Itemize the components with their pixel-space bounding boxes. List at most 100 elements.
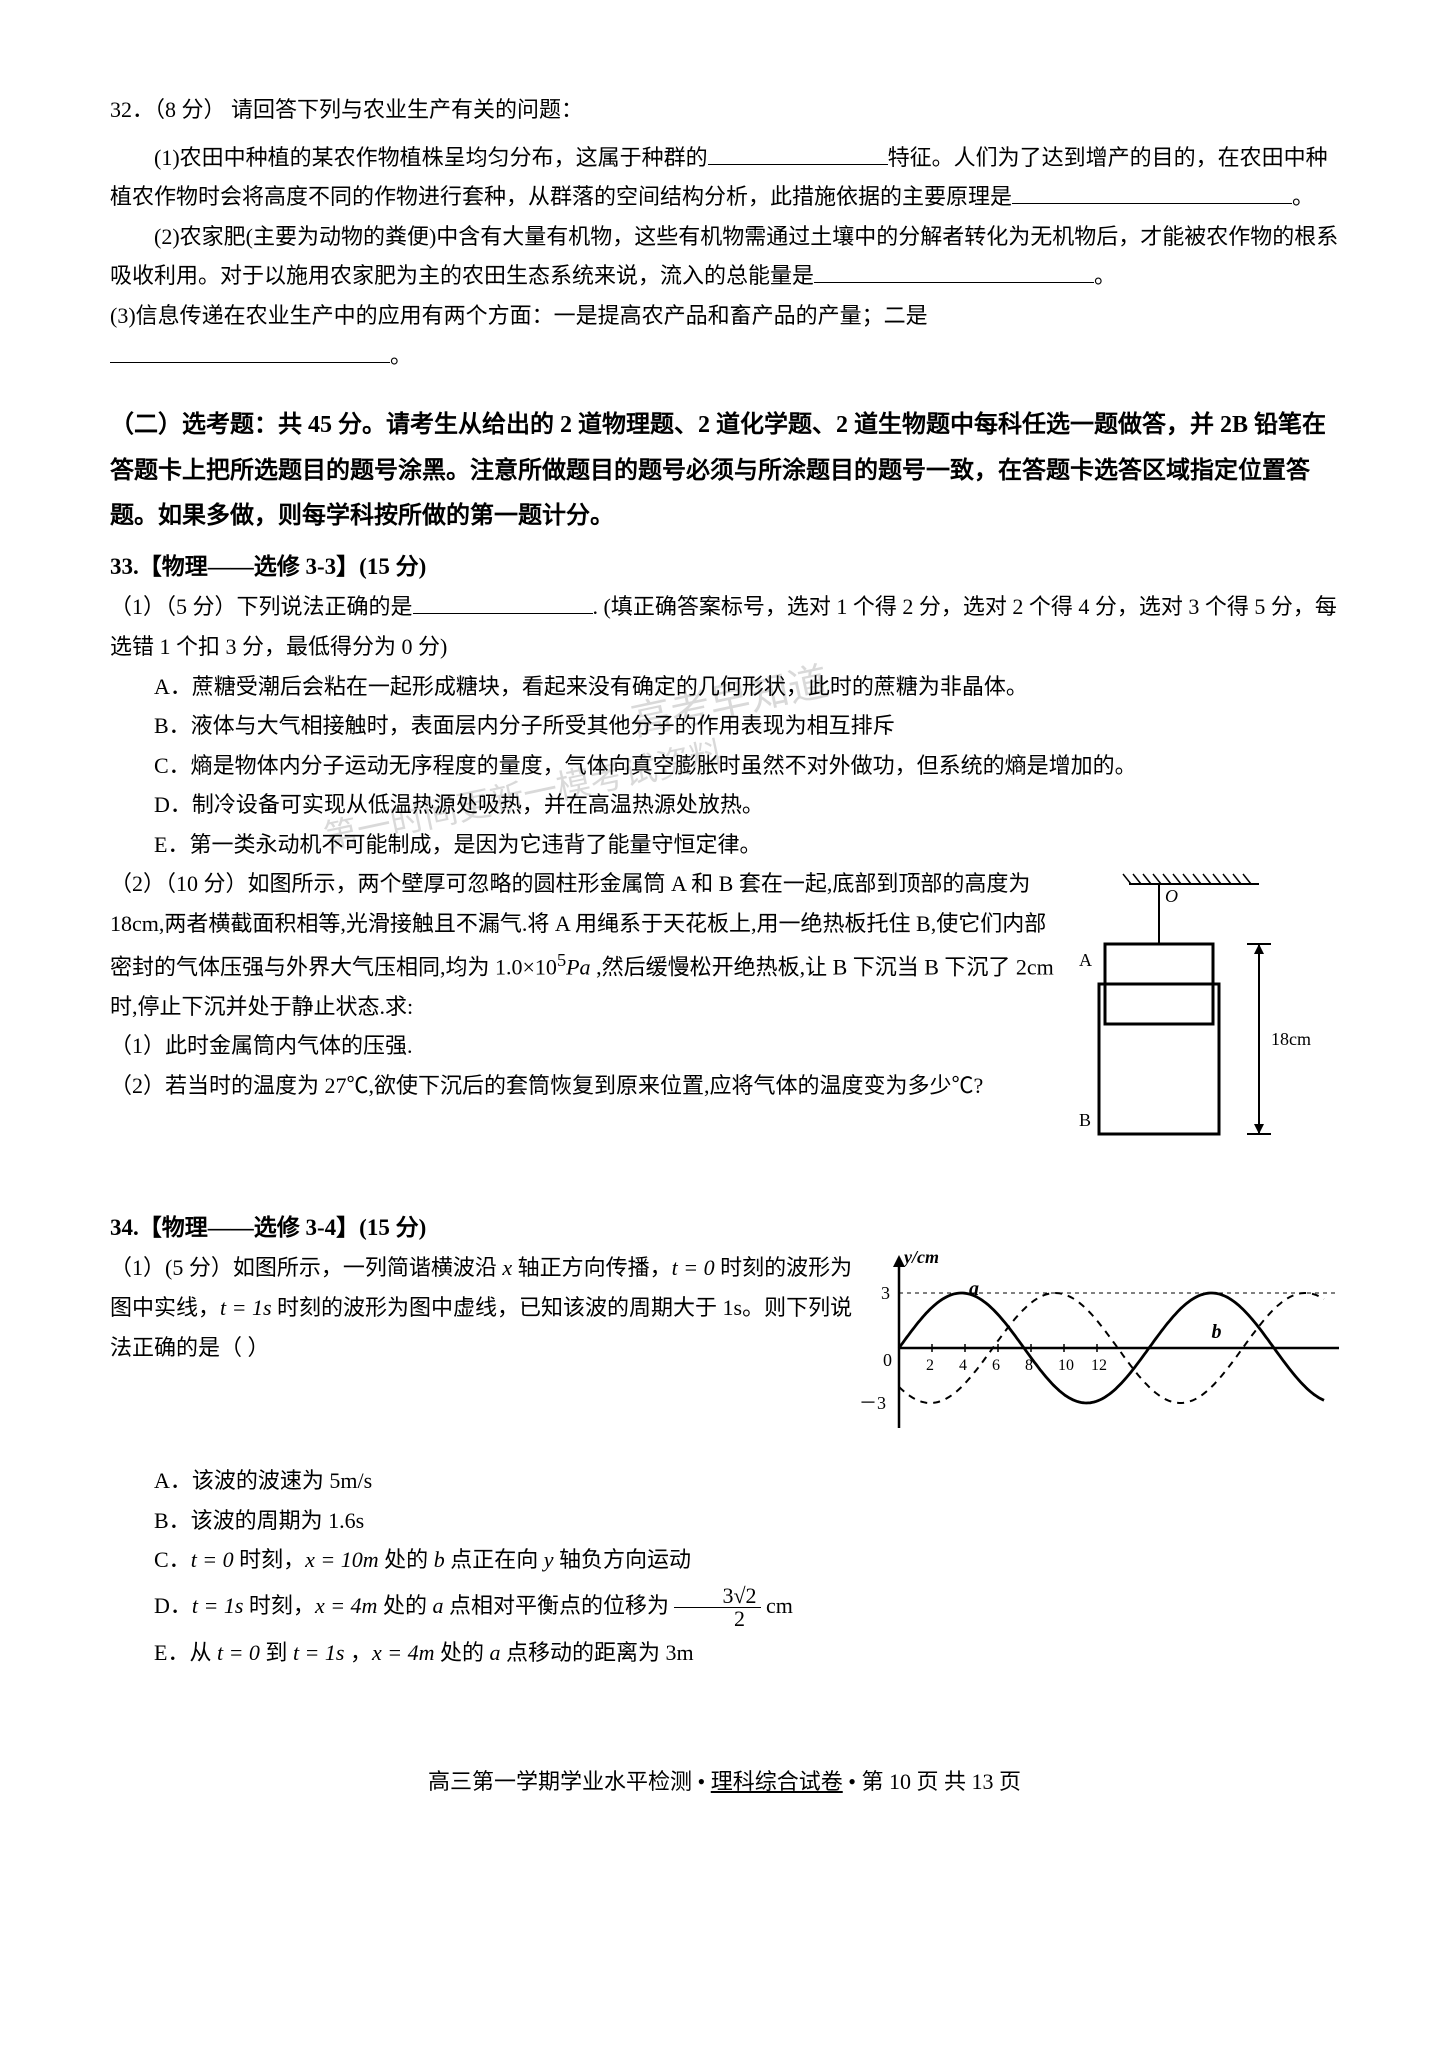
q34-optC-a: C．: [154, 1547, 191, 1572]
q34-figure: y/cmx/m3－3024681012ab: [859, 1248, 1339, 1461]
q34-optE-x: x = 4m: [372, 1640, 435, 1665]
svg-text:18cm: 18cm: [1271, 1029, 1311, 1049]
q33-figure: O A B 18cm: [1059, 864, 1339, 1167]
q33-p2q2: （2）若当时的温度为 27℃,欲使下沉后的套筒恢复到原来位置,应将气体的温度变为…: [110, 1066, 1059, 1106]
svg-text:3: 3: [881, 1283, 890, 1303]
svg-text:4: 4: [959, 1357, 967, 1374]
q34-optE-b: 到: [260, 1640, 293, 1665]
svg-text:－3: －3: [859, 1393, 886, 1413]
q34-optC-ax: y: [544, 1547, 554, 1572]
q34-p1-stem: （1）(5 分）如图所示，一列简谐横波沿 x 轴正方向传播，t = 0 时刻的波…: [110, 1248, 859, 1367]
q32: 32．（8 分） 请回答下列与农业生产有关的问题： (1)农田中种植的某农作物植…: [110, 90, 1339, 375]
q32-p1a: (1)农田中种植的某农作物植株呈均匀分布，这属于种群的: [154, 145, 708, 170]
q34-part1-text: （1）(5 分）如图所示，一列简谐横波沿 x 轴正方向传播，t = 0 时刻的波…: [110, 1248, 859, 1367]
q34-optC-b: 时刻，: [234, 1547, 306, 1572]
q34-optE-d: 处的: [434, 1640, 489, 1665]
q32-p3a: (3)信息传递在农业生产中的应用有两个方面：一是提高农产品和畜产品的产量；二是: [110, 303, 928, 328]
q33-part1-stem: （1）（5 分）下列说法正确的是. (填正确答案标号，选对 1 个得 2 分，选…: [110, 587, 1339, 666]
q34-optE-pt: a: [490, 1640, 501, 1665]
svg-text:b: b: [1212, 1321, 1222, 1343]
q34-svg: y/cmx/m3－3024681012ab: [859, 1248, 1339, 1448]
q32-p3b: 。: [390, 343, 412, 368]
q33-part2-text: （2）（10 分）如图所示，两个壁厚可忽略的圆柱形金属筒 A 和 B 套在一起,…: [110, 864, 1059, 1105]
q34: 34.【物理——选修 3-4】(15 分) （1）(5 分）如图所示，一列简谐横…: [110, 1207, 1339, 1672]
svg-text:A: A: [1079, 950, 1092, 970]
q33: 高考早知道 第一时间更新一模考试资料 33.【物理——选修 3-3】(15 分)…: [110, 546, 1339, 1167]
q34-optD: D．t = 1s 时刻，x = 4m 处的 a 点相对平衡点的位移为 3√22 …: [110, 1580, 1339, 1633]
q34-optD-d: 点相对平衡点的位移为: [443, 1593, 674, 1618]
q32-p1: (1)农田中种植的某农作物植株呈均匀分布，这属于种群的特征。人们为了达到增产的目…: [110, 138, 1339, 217]
q33-optA: A．蔗糖受潮后会粘在一起形成糖块，看起来没有确定的几何形状，此时的蔗糖为非晶体。: [110, 667, 1339, 707]
q32-p2b: 。: [1094, 263, 1116, 288]
q33-optD: D．制冷设备可实现从低温热源处吸热，并在高温热源处放热。: [110, 785, 1339, 825]
q34-optC-d: 点正在向: [445, 1547, 544, 1572]
q33-press-exp: 5: [557, 950, 566, 970]
q34-xax: x: [502, 1255, 512, 1280]
q34-optD-a: D．: [154, 1593, 192, 1618]
q33-blank1: [413, 588, 593, 614]
q34-optE: E．从 t = 0 到 t = 1s ，x = 4m 处的 a 点移动的距离为 …: [110, 1633, 1339, 1673]
svg-text:B: B: [1079, 1110, 1091, 1130]
q34-p1b: 轴正方向传播，: [512, 1255, 672, 1280]
q33-optE: E．第一类永动机不可能制成，是因为它违背了能量守恒定律。: [110, 825, 1339, 865]
svg-text:a: a: [969, 1278, 979, 1300]
q34-optD-num: 3√2: [674, 1585, 760, 1608]
q34-optD-e: cm: [761, 1593, 793, 1618]
q34-t1a: t = 1s: [220, 1295, 272, 1320]
q32-blank2: [1012, 178, 1292, 204]
q34-optD-frac: 3√22: [674, 1585, 760, 1630]
svg-text:12: 12: [1091, 1357, 1107, 1374]
q32-header: 32．（8 分） 请回答下列与农业生产有关的问题：: [110, 90, 1339, 130]
q34-optC-pt: b: [434, 1547, 445, 1572]
q33-p1a: （1）（5 分）下列说法正确的是: [110, 594, 413, 619]
q34-optE-a: E．从: [154, 1640, 217, 1665]
q34-optC-t: t = 0: [191, 1547, 234, 1572]
q33-optB: B．液体与大气相接触时，表面层内分子所受其他分子的作用表现为相互排斥: [110, 706, 1339, 746]
q34-title: 34.【物理——选修 3-4】(15 分): [110, 1207, 1339, 1248]
q34-optE-c: ，: [344, 1640, 372, 1665]
q34-part1-row: （1）(5 分）如图所示，一列简谐横波沿 x 轴正方向传播，t = 0 时刻的波…: [110, 1248, 1339, 1461]
q33-p2q1: （1）此时金属筒内气体的压强.: [110, 1026, 1059, 1066]
q32-p1c: 。: [1292, 184, 1314, 209]
q34-optD-c: 处的: [377, 1593, 432, 1618]
q32-p2a: (2)农家肥(主要为动物的粪便)中含有大量有机物，这些有机物需通过土壤中的分解者…: [110, 224, 1338, 289]
q34-optD-x: x = 4m: [315, 1593, 378, 1618]
q34-optC-e: 轴负方向运动: [553, 1547, 691, 1572]
q34-optC-x: x = 10m: [305, 1547, 379, 1572]
q32-blank1: [708, 138, 888, 164]
q34-optB: B．该波的周期为 1.6s: [110, 1501, 1339, 1541]
svg-text:10: 10: [1058, 1357, 1074, 1374]
q34-optD-t: t = 1s: [192, 1593, 244, 1618]
q32-p3: (3)信息传递在农业生产中的应用有两个方面：一是提高农产品和畜产品的产量；二是 …: [110, 296, 1339, 375]
q34-optC-c: 处的: [379, 1547, 434, 1572]
q32-p2: (2)农家肥(主要为动物的粪便)中含有大量有机物，这些有机物需通过土壤中的分解者…: [110, 217, 1339, 296]
svg-text:6: 6: [992, 1357, 1000, 1374]
q34-optD-pt: a: [432, 1593, 443, 1618]
q33-svg: O A B 18cm: [1059, 864, 1339, 1154]
q33-press-unit: Pa: [566, 954, 590, 979]
svg-text:y/cm: y/cm: [902, 1248, 939, 1267]
footer-b: 理科综合试卷: [711, 1769, 843, 1794]
svg-text:2: 2: [926, 1357, 934, 1374]
q34-optC: C．t = 0 时刻，x = 10m 处的 b 点正在向 y 轴负方向运动: [110, 1540, 1339, 1580]
q32-blank3: [814, 257, 1094, 283]
q34-optE-t1: t = 1s: [293, 1640, 345, 1665]
q33-press-val: 1.0×10: [495, 954, 557, 979]
page-footer: 高三第一学期学业水平检测 • 理科综合试卷 • 第 10 页 共 13 页: [110, 1762, 1339, 1802]
q34-optA: A．该波的波速为 5m/s: [110, 1461, 1339, 1501]
q34-optE-e: 点移动的距离为 3m: [501, 1640, 694, 1665]
q34-optD-b: 时刻，: [243, 1593, 315, 1618]
q33-part2-row: （2）（10 分）如图所示，两个壁厚可忽略的圆柱形金属筒 A 和 B 套在一起,…: [110, 864, 1339, 1167]
q34-optD-den: 2: [674, 1608, 760, 1630]
q34-optE-t0: t = 0: [217, 1640, 260, 1665]
footer-a: 高三第一学期学业水平检测 •: [428, 1769, 711, 1794]
q32-blank4: [110, 336, 390, 362]
section2-instructions: （二）选考题：共 45 分。请考生从给出的 2 道物理题、2 道化学题、2 道生…: [110, 403, 1339, 540]
footer-c: • 第 10 页 共 13 页: [843, 1769, 1021, 1794]
svg-text:0: 0: [883, 1350, 892, 1370]
q33-title: 33.【物理——选修 3-3】(15 分): [110, 546, 1339, 587]
svg-text:O: O: [1165, 886, 1178, 906]
q33-p2-stem: （2）（10 分）如图所示，两个壁厚可忽略的圆柱形金属筒 A 和 B 套在一起,…: [110, 864, 1059, 1026]
q33-optC: C．熵是物体内分子运动无序程度的量度，气体向真空膨胀时虽然不对外做功，但系统的熵…: [110, 746, 1339, 786]
q34-p1a: （1）(5 分）如图所示，一列简谐横波沿: [110, 1255, 502, 1280]
